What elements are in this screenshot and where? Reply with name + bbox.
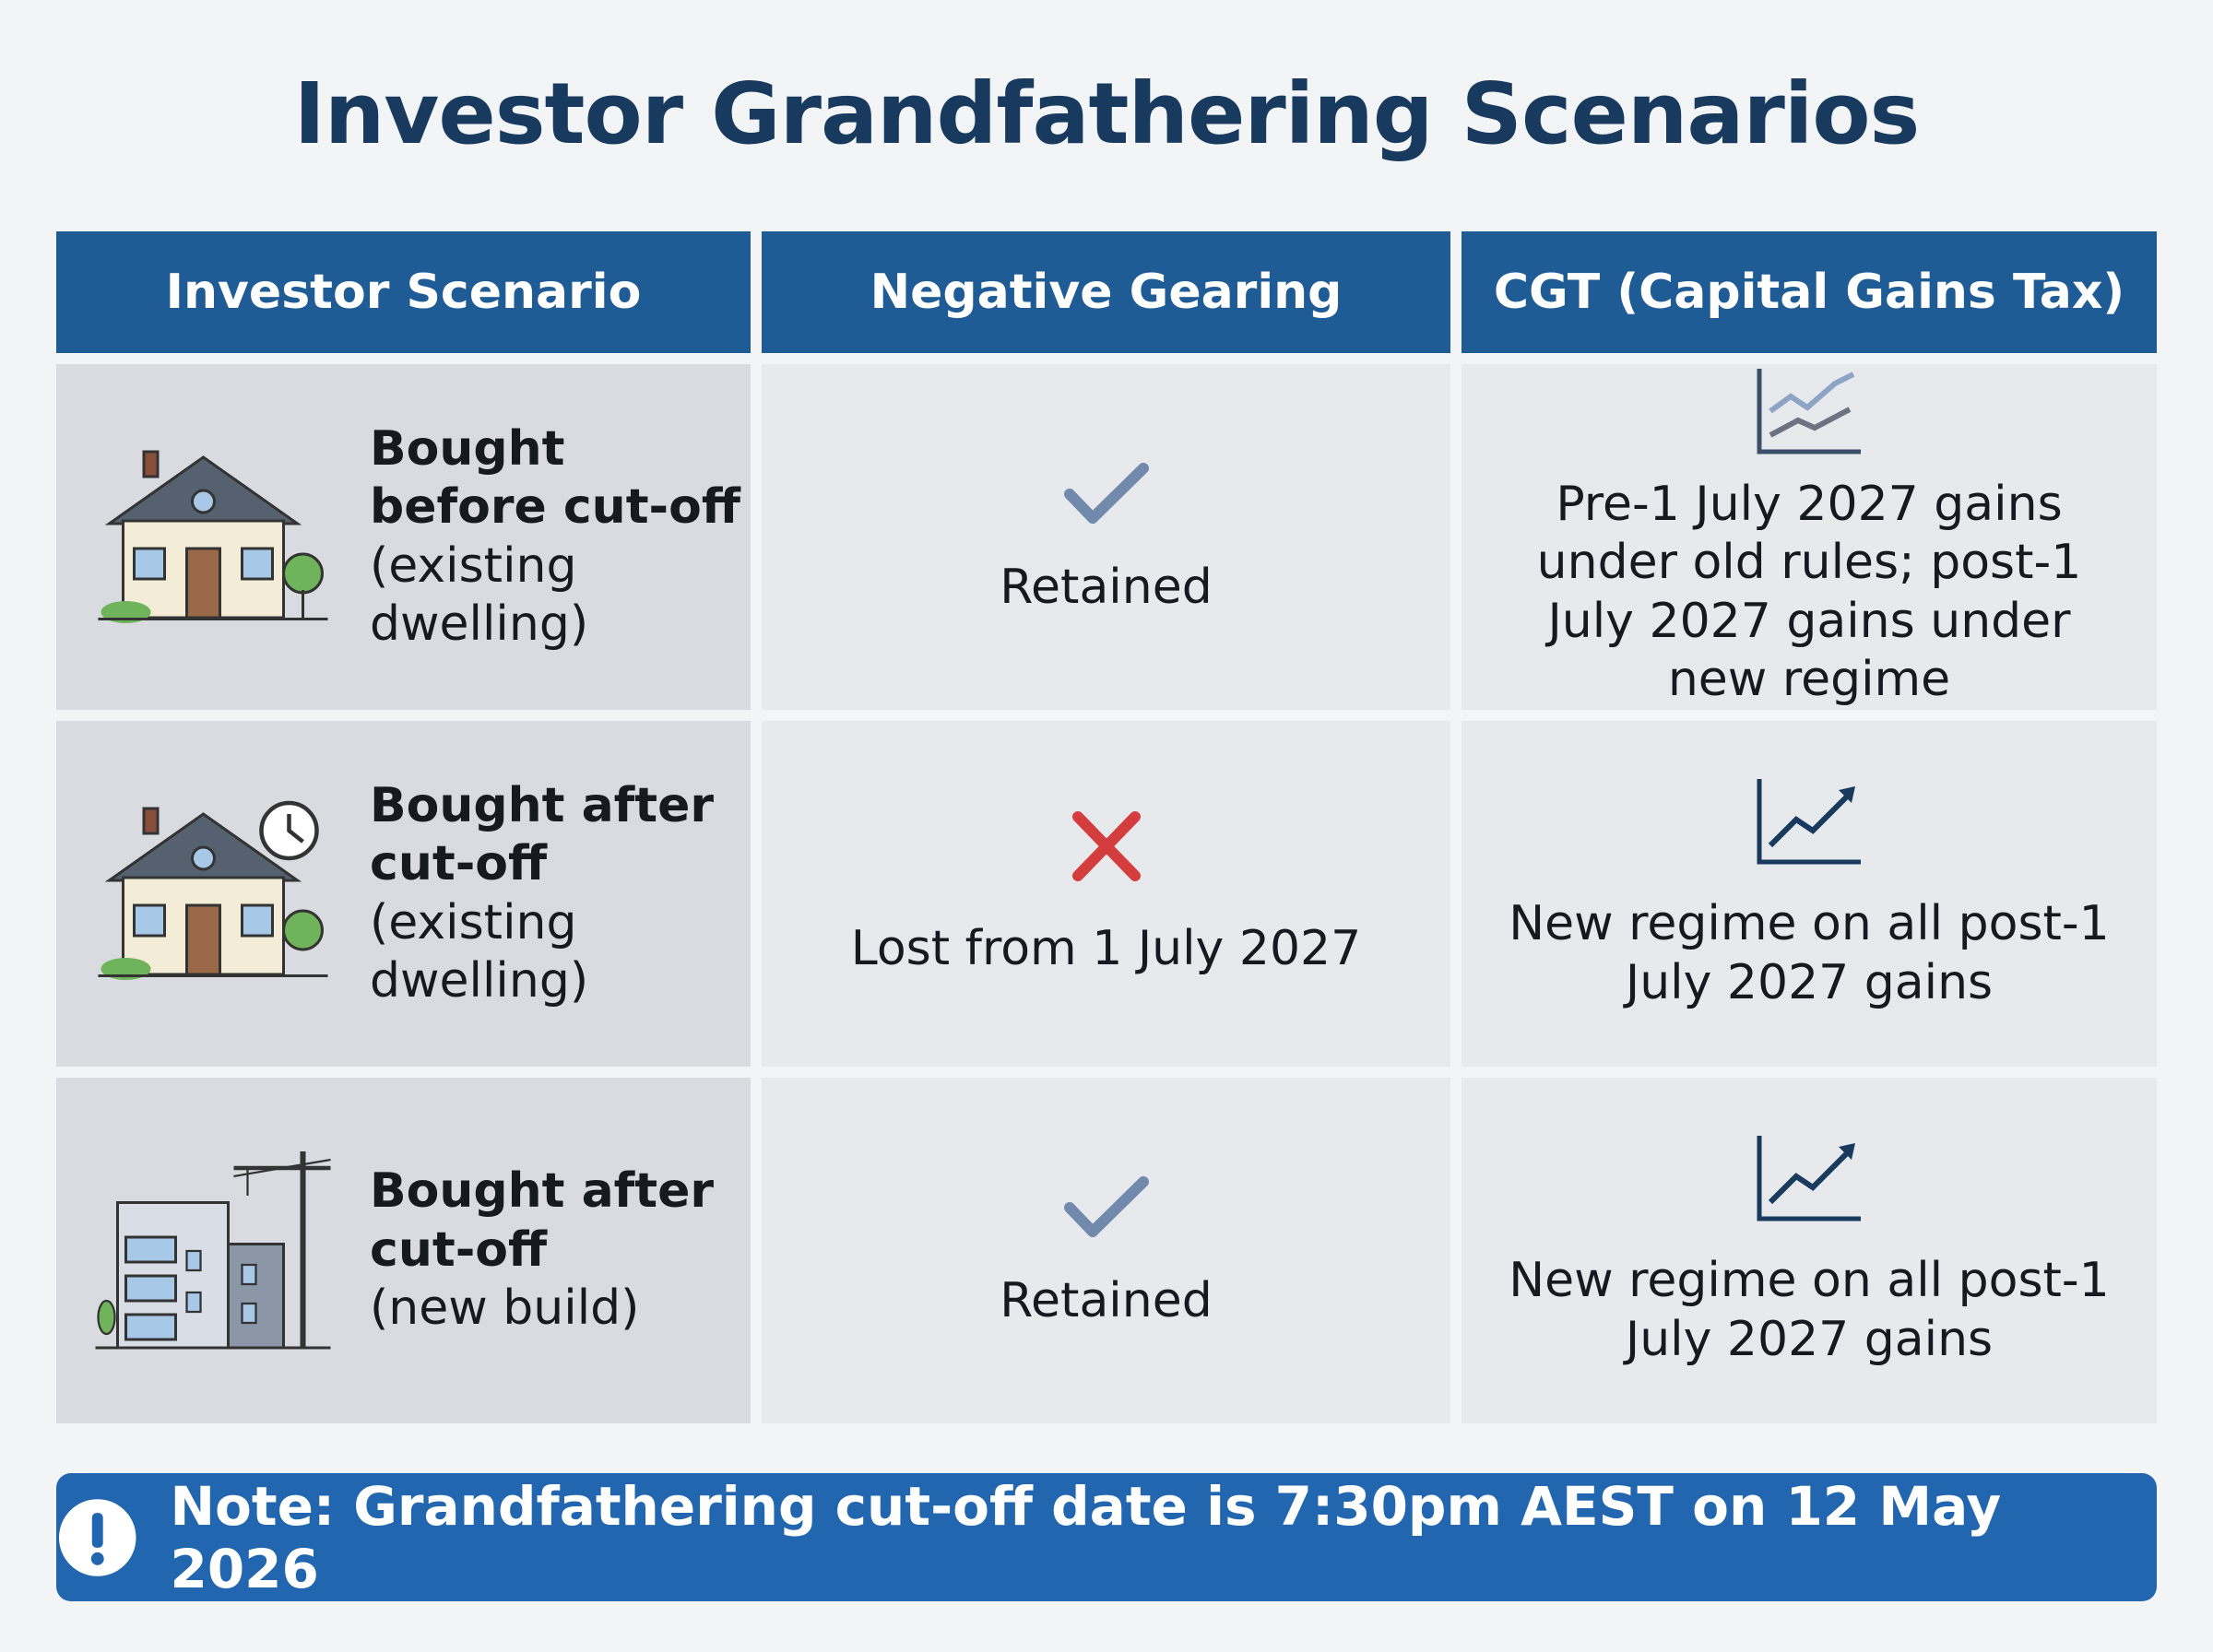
scenario-bold: Bought after cut-off	[370, 1163, 715, 1278]
chart-icon	[1757, 368, 1861, 454]
scenario-bold: Bought before cut-off	[370, 420, 740, 536]
scenario-text: Bought after cut-off (existing dwelling)	[370, 777, 751, 1011]
chart-icon	[1757, 779, 1861, 865]
gearing-text: Retained	[1000, 1272, 1213, 1328]
gearing-cell: Retained	[762, 364, 1450, 710]
note-bar: Note: Grandfathering cut-off date is 7:3…	[56, 1473, 2157, 1601]
house-icon	[56, 441, 370, 634]
column-header: Negative Gearing	[762, 231, 1450, 353]
scenario-cell: Bought before cut-off (existing dwelling…	[56, 364, 751, 710]
check-icon	[1063, 1175, 1149, 1237]
gearing-text: Retained	[1000, 559, 1213, 615]
cgt-cell: New regime on all post-1 July 2027 gains	[1462, 721, 2157, 1067]
cgt-text: Pre-1 July 2027 gains under old rules; p…	[1536, 476, 2082, 707]
scenario-detail: (existing dwelling)	[370, 537, 589, 652]
cgt-cell: Pre-1 July 2027 gains under old rules; p…	[1462, 364, 2157, 710]
building-graphic	[95, 1150, 331, 1349]
cgt-text: New regime on all post-1 July 2027 gains	[1509, 896, 2110, 1010]
house-graphic	[98, 450, 328, 623]
scenario-detail: (existing dwelling)	[370, 894, 589, 1009]
info-icon	[58, 1498, 136, 1576]
gearing-text: Lost from 1 July 2027	[850, 920, 1362, 976]
house-clock-icon	[56, 797, 370, 991]
chart-icon	[1757, 1136, 1861, 1221]
column-header: Investor Scenario	[56, 231, 751, 353]
cgt-cell: New regime on all post-1 July 2027 gains	[1462, 1078, 2157, 1423]
gearing-cell: Retained	[762, 1078, 1450, 1423]
scenario-cell: Bought after cut-off (new build)	[56, 1078, 751, 1423]
page-title: Investor Grandfathering Scenarios	[293, 65, 1921, 163]
gearing-cell: Lost from 1 July 2027	[762, 721, 1450, 1067]
scenario-text: Bought before cut-off (existing dwelling…	[370, 420, 751, 655]
cgt-text: New regime on all post-1 July 2027 gains	[1509, 1253, 2110, 1367]
cross-icon	[1071, 810, 1141, 881]
scenario-cell: Bought after cut-off (existing dwelling)	[56, 721, 751, 1067]
house-graphic	[98, 800, 328, 980]
check-icon	[1063, 462, 1149, 524]
scenario-detail: (new build)	[370, 1280, 640, 1337]
scenario-text: Bought after cut-off (new build)	[370, 1162, 751, 1338]
scenario-bold: Bought after cut-off	[370, 777, 715, 892]
note-text: Note: Grandfathering cut-off date is 7:3…	[170, 1474, 2002, 1600]
building-icon	[56, 1140, 370, 1362]
column-header: CGT (Capital Gains Tax)	[1462, 231, 2157, 353]
